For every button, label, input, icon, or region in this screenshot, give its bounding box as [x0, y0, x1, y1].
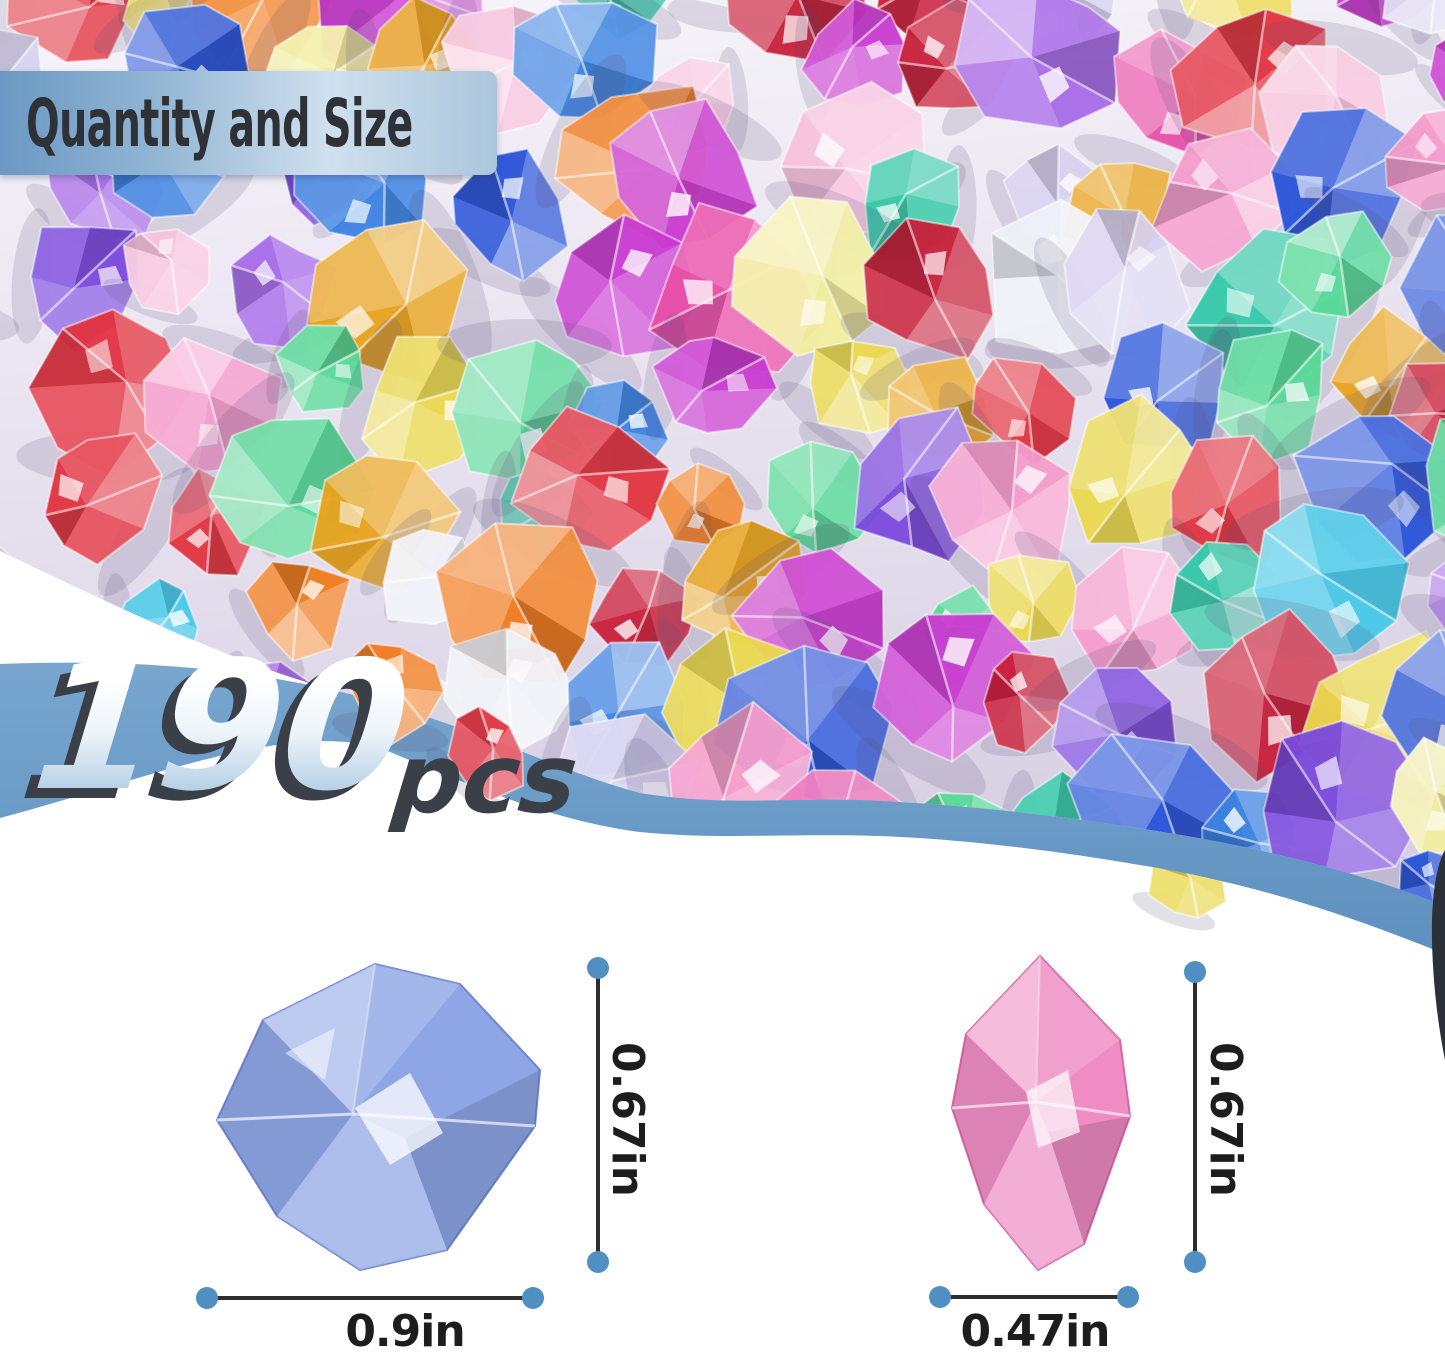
measure-dot — [1184, 961, 1206, 983]
large-gem-height-label: 0.67in — [602, 1042, 653, 1197]
gem — [266, 309, 365, 413]
page-title: Quantity and Size — [26, 84, 413, 162]
gem — [434, 498, 634, 685]
large-gem-width-label: 0.9in — [345, 1306, 465, 1352]
dark-edge-accent — [1431, 850, 1445, 1060]
measure-dot — [587, 957, 609, 979]
gem — [1277, 186, 1409, 319]
quantity-text: 190 pcs — [27, 638, 604, 816]
facet — [1048, 1116, 1130, 1244]
measure-dot — [929, 1286, 951, 1308]
small-gem-width-label: 0.47in — [960, 1306, 1111, 1352]
facet-lines — [1035, 955, 1041, 1103]
large-gem-height-line — [596, 970, 600, 1262]
ridge-line — [951, 1100, 1131, 1118]
gem — [1415, 23, 1445, 127]
small-gem-height-label: 0.67in — [1200, 1042, 1251, 1197]
gem — [437, 319, 612, 483]
highlight-facet — [1026, 1070, 1080, 1148]
facet — [353, 964, 460, 1114]
gem — [1033, 207, 1192, 367]
blue-swoosh-band — [0, 662, 1445, 954]
large-gem-width-line — [207, 1296, 533, 1300]
highlight-facet — [285, 1028, 335, 1080]
facet-lines — [352, 963, 376, 1115]
gem — [980, 650, 1084, 757]
gem — [102, 228, 211, 325]
quantity-unit: pcs — [401, 713, 596, 825]
gem — [332, 642, 449, 752]
gem — [1389, 717, 1445, 856]
facet — [966, 956, 1040, 1102]
gem — [511, 0, 682, 120]
title-banner: Quantity and Size — [0, 71, 497, 175]
gem — [730, 181, 922, 358]
gem — [642, 313, 779, 440]
pink-gem-illustration — [950, 954, 1132, 1272]
measure-dot — [196, 1287, 218, 1309]
gem — [940, 0, 1122, 130]
gem — [779, 340, 913, 460]
measure-dot — [587, 1251, 609, 1273]
ridge-line — [216, 1112, 536, 1128]
gem — [794, 0, 906, 121]
small-gem-width-line — [940, 1295, 1128, 1299]
gem — [491, 381, 672, 552]
gem — [1192, 316, 1324, 467]
highlight-facet — [355, 1073, 443, 1165]
blue-gem-illustration — [215, 962, 542, 1272]
measure-dot — [522, 1287, 544, 1309]
facet — [405, 1070, 540, 1250]
measure-dot — [1184, 1251, 1206, 1273]
facet — [952, 1034, 1036, 1204]
measure-dot — [1117, 1286, 1139, 1308]
small-gem-height-line — [1193, 974, 1197, 1262]
gem — [228, 560, 352, 680]
gem — [43, 432, 194, 597]
gem — [971, 337, 1093, 467]
gem — [426, 705, 525, 812]
gem — [655, 447, 763, 547]
facet — [1036, 956, 1120, 1102]
gems-over-band — [332, 642, 525, 812]
gem — [422, 147, 569, 297]
gem — [1396, 411, 1445, 581]
facet — [984, 1102, 1084, 1270]
quantity-number: 190 — [25, 623, 419, 830]
gem — [1355, 0, 1445, 62]
